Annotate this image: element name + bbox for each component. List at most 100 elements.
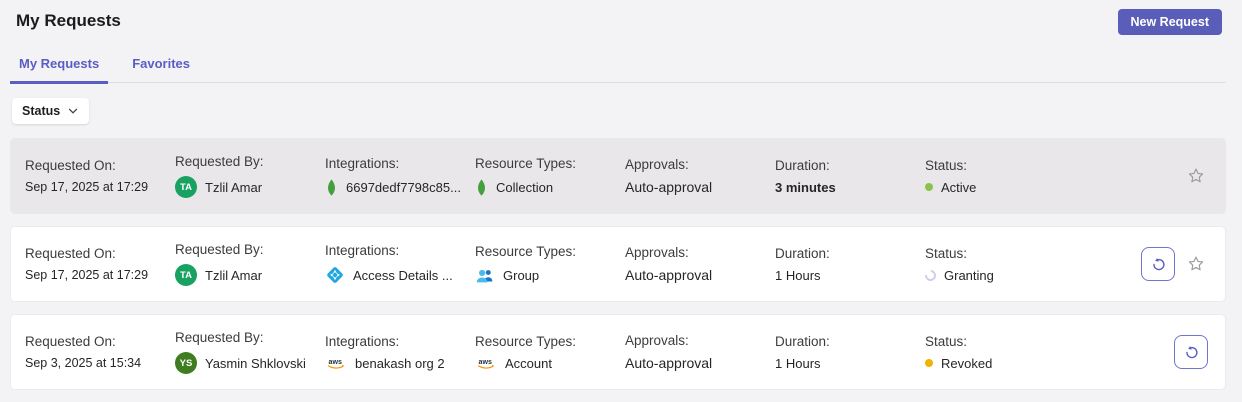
favorite-star-button[interactable] — [1184, 164, 1208, 188]
duration-value: 1 Hours — [775, 355, 821, 371]
requested-by-label: Requested By: — [175, 154, 264, 169]
requested-on-value: Sep 17, 2025 at 17:29 — [25, 268, 149, 282]
page-title: My Requests — [16, 11, 121, 30]
retry-request-button[interactable] — [1141, 247, 1175, 281]
status-cell: Status: Revoked — [925, 334, 1075, 371]
integration-name: Access Details ... — [353, 267, 453, 283]
request-card[interactable]: Requested On: Sep 17, 2025 at 17:29 Requ… — [10, 226, 1226, 302]
status-cell: Status: Active — [925, 158, 1075, 195]
requester-name: Tzlil Amar — [205, 179, 263, 195]
resource-types-label: Resource Types: — [475, 333, 577, 349]
duration-label: Duration: — [775, 333, 830, 349]
integrations-label: Integrations: — [325, 155, 400, 171]
requested-on-label: Requested On: — [25, 334, 116, 349]
duration-cell: Duration: 3 minutes — [775, 158, 925, 195]
duration-label: Duration: — [775, 157, 830, 173]
requested-on-value: Sep 3, 2025 at 15:34 — [25, 356, 142, 370]
requested-on-cell: Requested On: Sep 17, 2025 at 17:29 — [25, 158, 175, 194]
duration-label: Duration: — [775, 245, 830, 261]
resource-types-cell: Resource Types: Group — [475, 244, 625, 284]
approvals-label: Approvals: — [625, 333, 689, 348]
status-cell: Status: Granting — [922, 245, 1075, 283]
integration-name: 6697dedf7798c85... — [346, 179, 461, 195]
favorite-star-button[interactable] — [1184, 252, 1208, 276]
avatar: YS — [175, 352, 197, 374]
integration-name: benakash org 2 — [355, 355, 445, 371]
requested-on-label: Requested On: — [25, 158, 116, 173]
resource-types-label: Resource Types: — [475, 155, 577, 171]
request-card[interactable]: Requested On: Sep 17, 2025 at 17:29 Requ… — [10, 138, 1226, 214]
requested-by-cell: Requested By: TA Tzlil Amar — [175, 242, 325, 286]
integrations-cell: Integrations: 6697dedf7798c85... — [325, 156, 475, 197]
card-actions — [1184, 164, 1225, 188]
status-label: Status: — [925, 245, 968, 261]
approvals-label: Approvals: — [625, 245, 689, 260]
approvals-label: Approvals: — [625, 157, 689, 172]
tab-favorites[interactable]: Favorites — [132, 56, 191, 71]
retry-refresh-icon — [1152, 257, 1165, 270]
filter-row: Status — [0, 83, 1242, 124]
resource-type-name: Collection — [496, 179, 554, 195]
card-actions — [1174, 335, 1225, 369]
duration-value: 1 Hours — [775, 267, 821, 283]
requester-name: Yasmin Shklovski — [205, 355, 306, 371]
approvals-value: Auto-approval — [625, 179, 713, 195]
status-filter-dropdown[interactable]: Status — [12, 98, 90, 124]
integrations-cell: Integrations: aws benakash org 2 — [325, 334, 475, 371]
new-request-button[interactable]: New Request — [1117, 9, 1222, 35]
approvals-cell: Approvals: Auto-approval — [625, 157, 775, 195]
aws-logo-icon: aws — [325, 356, 347, 371]
requested-by-cell: Requested By: YS Yasmin Shklovski — [175, 330, 325, 374]
mongodb-leaf-icon — [475, 178, 488, 197]
resource-types-label: Resource Types: — [475, 244, 577, 259]
requested-by-label: Requested By: — [175, 330, 264, 345]
integrations-cell: Integrations: Access — [325, 243, 475, 285]
granting-spinner-icon — [922, 267, 939, 283]
svg-text:aws: aws — [329, 358, 342, 365]
group-people-icon — [475, 266, 495, 284]
requested-on-label: Requested On: — [25, 246, 116, 261]
aws-logo-icon: aws — [475, 356, 497, 371]
page-header: My Requests New Request — [0, 0, 1242, 35]
status-value: Active — [941, 179, 977, 195]
status-label: Status: — [925, 157, 968, 173]
star-icon — [1188, 256, 1204, 271]
retry-request-button[interactable] — [1174, 335, 1208, 369]
status-active-dot — [925, 183, 933, 191]
requested-by-label: Requested By: — [175, 242, 264, 257]
card-actions — [1141, 247, 1225, 281]
status-label: Status: — [925, 333, 968, 349]
mongodb-leaf-icon — [325, 178, 338, 197]
duration-cell: Duration: 1 Hours — [775, 246, 925, 283]
resource-types-cell: Resource Types: Collection — [475, 156, 625, 197]
integrations-label: Integrations: — [325, 333, 400, 349]
request-list: Requested On: Sep 17, 2025 at 17:29 Requ… — [10, 138, 1226, 402]
approvals-cell: Approvals: Auto-approval — [625, 333, 775, 371]
tab-bar: My Requests Favorites — [10, 56, 1226, 84]
requester-name: Tzlil Amar — [205, 267, 263, 283]
request-card[interactable]: Requested On: Sep 3, 2025 at 15:34 Reque… — [10, 314, 1226, 390]
status-revoked-dot — [925, 359, 933, 367]
svg-text:aws: aws — [479, 358, 492, 365]
chevron-down-icon — [69, 108, 78, 114]
azure-ad-diamond-icon — [325, 265, 345, 285]
integrations-label: Integrations: — [325, 243, 400, 258]
duration-value: 3 minutes — [775, 179, 836, 195]
status-filter-label: Status — [22, 104, 61, 118]
requested-by-cell: Requested By: TA Tzlil Amar — [175, 154, 325, 198]
status-value: Revoked — [941, 355, 993, 371]
approvals-value: Auto-approval — [625, 355, 713, 371]
status-value: Granting — [944, 267, 994, 283]
retry-refresh-icon — [1185, 345, 1198, 358]
resource-type-name: Group — [503, 267, 540, 283]
avatar: TA — [175, 176, 197, 198]
approvals-value: Auto-approval — [625, 267, 713, 283]
requested-on-value: Sep 17, 2025 at 17:29 — [25, 180, 149, 194]
tab-my-requests[interactable]: My Requests — [10, 56, 109, 84]
avatar: TA — [175, 264, 197, 286]
requested-on-cell: Requested On: Sep 17, 2025 at 17:29 — [25, 246, 175, 282]
resource-types-cell: Resource Types: aws Account — [475, 334, 625, 371]
resource-type-name: Account — [505, 355, 552, 371]
star-icon — [1188, 168, 1204, 183]
requested-on-cell: Requested On: Sep 3, 2025 at 15:34 — [25, 334, 175, 370]
